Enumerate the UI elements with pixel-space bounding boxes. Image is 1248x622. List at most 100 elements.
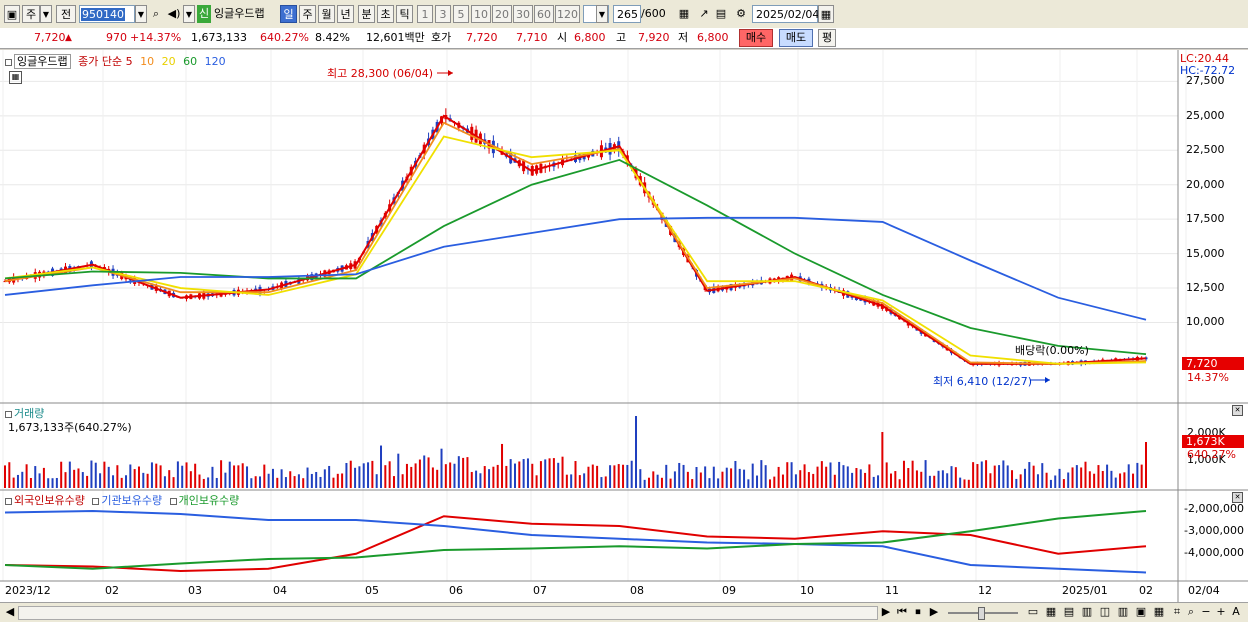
zoom-search-icon[interactable]: ⌕: [1187, 605, 1195, 618]
grid-view-icon[interactable]: ▦: [1045, 605, 1057, 618]
first-page-icon[interactable]: ⏮: [897, 605, 907, 618]
gear-icon[interactable]: ⚙: [736, 7, 746, 20]
volume-handle-icon[interactable]: [5, 410, 12, 418]
scroll-track[interactable]: [18, 606, 878, 620]
period-day[interactable]: 일: [280, 5, 297, 23]
institution-holdings-label[interactable]: 기관보유수량: [101, 494, 163, 507]
search-icon[interactable]: ⌕: [152, 7, 160, 20]
interval-3[interactable]: 3: [435, 5, 451, 23]
ma-20-label[interactable]: 20: [161, 55, 176, 68]
volume-bar: [241, 463, 244, 488]
sell-button[interactable]: 매도: [779, 29, 813, 47]
holdings-handle-icon[interactable]: [5, 497, 12, 505]
market-select[interactable]: 주: [22, 5, 40, 23]
scroll-left-icon[interactable]: ◀: [5, 605, 15, 618]
bar-view-icon[interactable]: ▥: [1081, 605, 1093, 618]
market-dropdown-icon[interactable]: ▼: [40, 5, 52, 23]
period-second[interactable]: 초: [377, 5, 394, 23]
ma-120-label[interactable]: 120: [204, 55, 226, 68]
holdings-tick-2m: -2,000,000: [1184, 502, 1244, 515]
speaker-icon[interactable]: ◀): [167, 7, 181, 20]
volume-bar: [552, 458, 555, 488]
volume-bar: [639, 469, 642, 488]
volume-bar: [12, 477, 15, 488]
ma-label[interactable]: 종가 단순: [78, 55, 123, 68]
list-view-icon[interactable]: ▤: [1063, 605, 1075, 618]
period-year[interactable]: 년: [337, 5, 354, 23]
volume-bar: [1062, 479, 1065, 488]
count-input[interactable]: 265: [613, 5, 641, 23]
date-input[interactable]: 2025/02/04: [752, 5, 819, 23]
prev-button[interactable]: 전: [56, 5, 76, 23]
settings-view-icon[interactable]: ⌗: [1173, 605, 1181, 618]
ma-10-label[interactable]: 10: [140, 55, 155, 68]
chart-canvas[interactable]: [0, 50, 1248, 602]
volume-bar: [1084, 461, 1087, 488]
interval-5[interactable]: 5: [453, 5, 469, 23]
volume-close-icon[interactable]: ✕: [1232, 405, 1243, 416]
interval-120[interactable]: 120: [555, 5, 580, 23]
split-view-icon[interactable]: ◫: [1099, 605, 1111, 618]
scroll-right-icon[interactable]: ▶: [881, 605, 891, 618]
panel-handle-icon[interactable]: [5, 58, 12, 66]
chart-settings-icon[interactable]: ▦: [678, 7, 690, 20]
volume-title[interactable]: 거래량: [14, 407, 45, 420]
period-tick[interactable]: 틱: [396, 5, 413, 23]
volume-bar: [877, 475, 880, 488]
code-dropdown-icon[interactable]: ▼: [135, 5, 147, 23]
zoom-in-icon[interactable]: +: [1216, 605, 1226, 618]
zoom-slider-thumb[interactable]: [978, 607, 985, 620]
interval-30[interactable]: 30: [513, 5, 533, 23]
price-panel-name[interactable]: 잉글우드랩: [14, 54, 71, 69]
institution-holdings-line: [4, 509, 1147, 574]
holdings-close-icon[interactable]: ✕: [1232, 492, 1243, 503]
period-minute[interactable]: 분: [358, 5, 375, 23]
table-toggle-icon[interactable]: ▦: [9, 71, 22, 84]
volume-bar: [315, 471, 318, 488]
volume-bar: [68, 461, 71, 488]
foreign-holdings-label[interactable]: 외국인보유수량: [14, 494, 85, 507]
indiv-handle-icon[interactable]: [169, 497, 177, 505]
volume-bar: [851, 472, 854, 488]
interval-10[interactable]: 10: [471, 5, 491, 23]
volume-bar: [570, 474, 573, 488]
column-view-icon[interactable]: ▥: [1117, 605, 1129, 618]
volume-bar: [137, 466, 140, 488]
panel-view-icon[interactable]: ▣: [1135, 605, 1147, 618]
volume-bar: [207, 477, 210, 488]
volume-bar: [302, 478, 305, 488]
interval-1[interactable]: 1: [417, 5, 433, 23]
ma-60-label[interactable]: 60: [183, 55, 198, 68]
interval-dropdown-icon[interactable]: ▼: [596, 5, 608, 23]
chart-type-icon[interactable]: ▣: [4, 5, 20, 23]
buy-button[interactable]: 매수: [739, 29, 773, 47]
volume-value: 1,673,133: [191, 31, 247, 44]
interval-20[interactable]: 20: [492, 5, 512, 23]
speaker-dropdown-icon[interactable]: ▼: [183, 5, 195, 23]
chart-area[interactable]: 잉글우드랩 종가 단순 5 10 20 60 120 ▦ LC:20.44 HC…: [0, 50, 1248, 602]
stop-icon[interactable]: ⏹: [915, 605, 921, 618]
individual-holdings-label[interactable]: 개인보유수량: [178, 494, 240, 507]
font-size-icon[interactable]: A: [1232, 605, 1240, 618]
period-month[interactable]: 월: [318, 5, 335, 23]
zoom-out-icon[interactable]: −: [1201, 605, 1211, 618]
volume-bar: [1019, 474, 1022, 488]
period-week[interactable]: 주: [299, 5, 316, 23]
volume-bar: [112, 475, 115, 488]
evaluate-button[interactable]: 평: [818, 29, 836, 47]
play-icon[interactable]: ▶: [929, 605, 939, 618]
layout-icon[interactable]: ▦: [1153, 605, 1165, 618]
high-label: 고: [616, 31, 627, 44]
draw-tool-icon[interactable]: ↗: [699, 7, 709, 20]
status-bar: ◀ ▶ ⏮ ⏹ ▶ ▭ ▦ ▤ ▥ ◫ ▥ ▣ ▦ ⌗ ⌕ − + A: [0, 602, 1248, 622]
save-icon[interactable]: ▤: [715, 7, 727, 20]
ma-5-label[interactable]: 5: [125, 55, 133, 68]
inst-handle-icon[interactable]: [92, 497, 100, 505]
calendar-icon[interactable]: ▦: [818, 5, 834, 23]
volume-bar: [734, 460, 737, 488]
interval-60[interactable]: 60: [534, 5, 554, 23]
chart-view-icon[interactable]: ▭: [1027, 605, 1039, 618]
volume-bar: [254, 476, 257, 488]
volume-bar: [354, 467, 357, 488]
stock-code-input[interactable]: 950140: [79, 5, 135, 23]
